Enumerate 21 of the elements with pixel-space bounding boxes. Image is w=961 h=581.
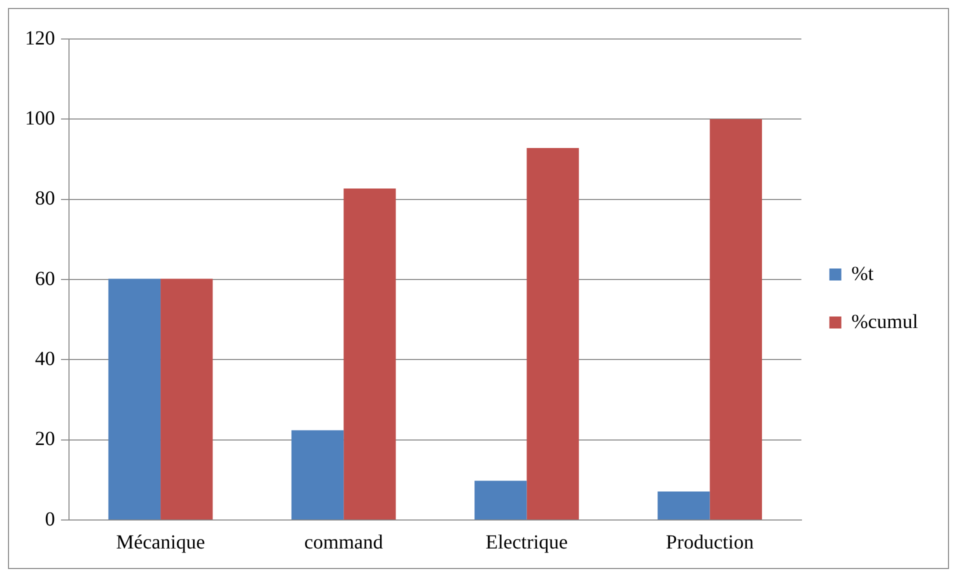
bar <box>710 119 762 520</box>
bar <box>160 278 213 520</box>
y-tick-label: 80 <box>35 188 55 210</box>
x-tick-label: Production <box>666 531 754 554</box>
y-tick-label: 20 <box>35 428 55 450</box>
x-tick-label: Electrique <box>486 531 568 554</box>
y-tick-label: 0 <box>45 508 55 530</box>
y-tick-label: 100 <box>25 107 55 130</box>
y-tick-label: 40 <box>35 348 55 370</box>
y-tick-label: 120 <box>25 27 55 50</box>
x-tick-label: command <box>304 531 384 554</box>
legend-label: %cumul <box>851 310 918 333</box>
legend-label: %t <box>851 262 874 285</box>
bar <box>344 188 396 520</box>
bar <box>658 492 710 520</box>
bar <box>291 430 344 520</box>
y-tick-label: 60 <box>35 268 55 290</box>
x-tick-label: Mécanique <box>116 531 206 554</box>
bar <box>526 148 579 520</box>
bar <box>474 480 527 520</box>
bar <box>108 278 161 520</box>
